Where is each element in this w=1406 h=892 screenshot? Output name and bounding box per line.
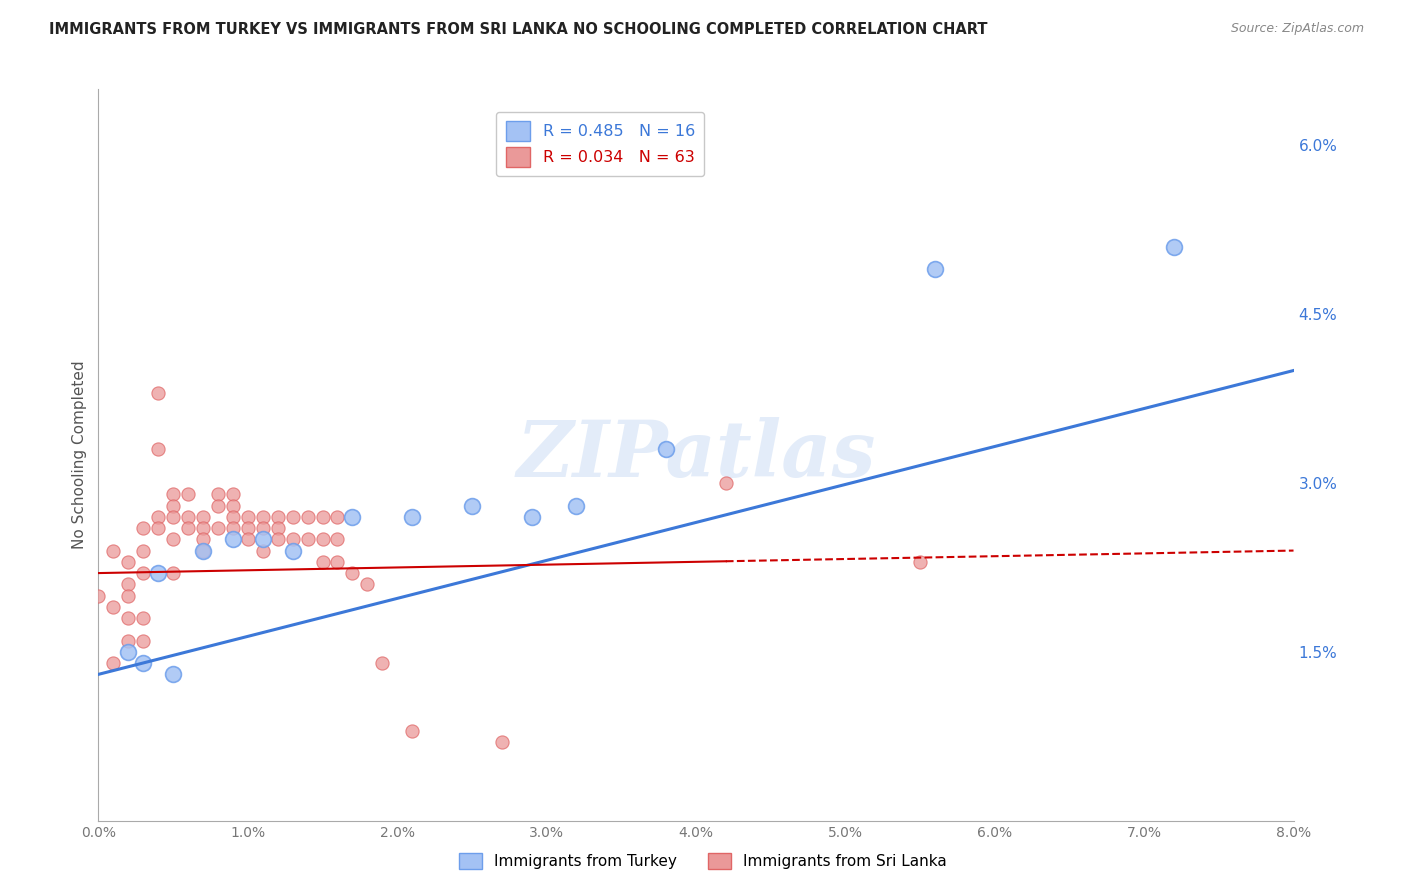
Point (132, 611, 155, 625)
Point (908, 555, 931, 569)
Point (311, 555, 333, 569)
Point (162, 499, 184, 513)
Point (267, 521, 290, 535)
Point (132, 543, 155, 558)
Point (297, 533, 319, 547)
Point (281, 533, 304, 547)
Point (117, 645, 139, 659)
Point (252, 509, 274, 524)
Point (103, 599, 125, 614)
Point (162, 487, 184, 501)
Point (117, 633, 139, 648)
Point (342, 566, 364, 580)
Text: ZIPatlas: ZIPatlas (516, 417, 876, 493)
Point (148, 521, 170, 535)
Y-axis label: No Schooling Completed: No Schooling Completed (72, 360, 87, 549)
Point (148, 509, 170, 524)
Point (326, 555, 349, 569)
Point (191, 521, 214, 535)
Point (117, 589, 139, 603)
Point (207, 487, 229, 501)
Point (371, 656, 394, 670)
Point (132, 566, 155, 580)
Point (281, 543, 304, 558)
Point (207, 499, 229, 513)
Point (461, 499, 484, 513)
Point (117, 577, 139, 591)
Point (342, 509, 364, 524)
Point (162, 533, 184, 547)
Point (191, 543, 214, 558)
Point (132, 656, 155, 670)
Point (191, 543, 214, 558)
Point (326, 533, 349, 547)
Point (565, 499, 588, 513)
Point (1163, 240, 1185, 254)
Point (162, 509, 184, 524)
Point (222, 509, 245, 524)
Point (177, 487, 200, 501)
Point (162, 566, 184, 580)
Point (222, 499, 245, 513)
Point (252, 533, 274, 547)
Point (281, 509, 304, 524)
Point (162, 667, 184, 681)
Point (148, 386, 170, 401)
Point (191, 509, 214, 524)
Point (177, 521, 200, 535)
Point (714, 476, 737, 491)
Point (148, 442, 170, 457)
Point (236, 509, 259, 524)
Point (87, 589, 110, 603)
Point (177, 509, 200, 524)
Point (297, 509, 319, 524)
Point (117, 555, 139, 569)
Point (356, 577, 378, 591)
Point (103, 543, 125, 558)
Point (267, 509, 290, 524)
Point (491, 735, 513, 749)
Point (132, 521, 155, 535)
Point (117, 611, 139, 625)
Point (267, 533, 290, 547)
Point (401, 723, 423, 738)
Point (222, 521, 245, 535)
Point (252, 521, 274, 535)
Point (311, 509, 333, 524)
Point (924, 262, 946, 277)
Text: Source: ZipAtlas.com: Source: ZipAtlas.com (1230, 22, 1364, 36)
Point (132, 633, 155, 648)
Point (236, 521, 259, 535)
Point (655, 442, 678, 457)
Point (103, 656, 125, 670)
Point (222, 487, 245, 501)
Text: IMMIGRANTS FROM TURKEY VS IMMIGRANTS FROM SRI LANKA NO SCHOOLING COMPLETED CORRE: IMMIGRANTS FROM TURKEY VS IMMIGRANTS FRO… (49, 22, 987, 37)
Point (401, 509, 423, 524)
Point (311, 533, 333, 547)
Point (207, 521, 229, 535)
Point (222, 533, 245, 547)
Legend: Immigrants from Turkey, Immigrants from Sri Lanka: Immigrants from Turkey, Immigrants from … (453, 847, 953, 875)
Point (252, 543, 274, 558)
Point (326, 509, 349, 524)
Point (236, 533, 259, 547)
Point (191, 533, 214, 547)
Legend: R = 0.485   N = 16, R = 0.034   N = 63: R = 0.485 N = 16, R = 0.034 N = 63 (496, 112, 704, 177)
Point (520, 509, 543, 524)
Point (148, 566, 170, 580)
